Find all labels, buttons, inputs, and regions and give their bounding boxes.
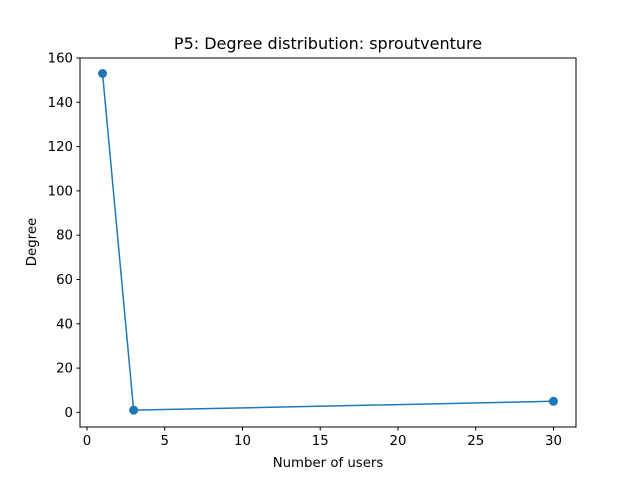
y-tick-label: 100 xyxy=(48,184,73,199)
y-tick-label: 40 xyxy=(56,317,73,332)
x-tick-label: 10 xyxy=(234,434,251,449)
data-point xyxy=(129,405,139,415)
y-tick-label: 120 xyxy=(48,140,73,155)
y-tick-label: 60 xyxy=(56,273,73,288)
x-tick-label: 30 xyxy=(545,434,562,449)
x-tick-label: 15 xyxy=(312,434,329,449)
x-tick-label: 0 xyxy=(83,434,91,449)
x-tick-label: 20 xyxy=(390,434,407,449)
x-axis-ticks: 0 5 10 15 20 25 30 xyxy=(83,427,562,449)
x-axis-label: Number of users xyxy=(273,456,384,471)
plot-series xyxy=(98,69,558,415)
x-tick-label: 5 xyxy=(161,434,169,449)
x-tick-label: 25 xyxy=(467,434,484,449)
y-tick-label: 140 xyxy=(48,96,73,111)
data-point xyxy=(548,396,558,406)
y-tick-label: 80 xyxy=(56,229,73,244)
chart-title: P5: Degree distribution: sproutventure xyxy=(174,34,482,53)
y-tick-label: 0 xyxy=(65,406,73,421)
y-tick-label: 160 xyxy=(48,52,73,67)
y-tick-label: 20 xyxy=(56,362,73,377)
plot-area-frame xyxy=(79,57,577,428)
y-axis-ticks: 0 20 40 60 80 100 120 140 160 xyxy=(48,52,80,421)
data-point xyxy=(98,69,108,79)
y-axis-label: Degree xyxy=(25,218,40,266)
